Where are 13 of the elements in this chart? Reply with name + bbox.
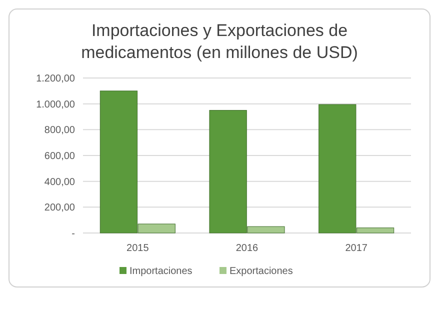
y-tick-label: 1.200,00 [36,74,76,84]
legend-label: Exportaciones [230,266,293,277]
legend-label: Importaciones [130,266,192,277]
chart-title: Importaciones y Exportaciones de medicamentos (en millones de USD) [81,21,358,62]
y-tick-label: 1.000,00 [36,99,76,110]
x-tick-label: 2016 [236,243,259,254]
x-tick-label: 2015 [126,243,150,254]
x-tick-label: 2017 [345,243,368,254]
y-tick-label: 400,00 [44,176,76,188]
y-tick-label: - [72,228,75,240]
y-tick-label: 800,00 [44,125,76,136]
y-tick-label: 200,00 [44,202,76,214]
y-tick-label: 600,00 [44,151,76,162]
